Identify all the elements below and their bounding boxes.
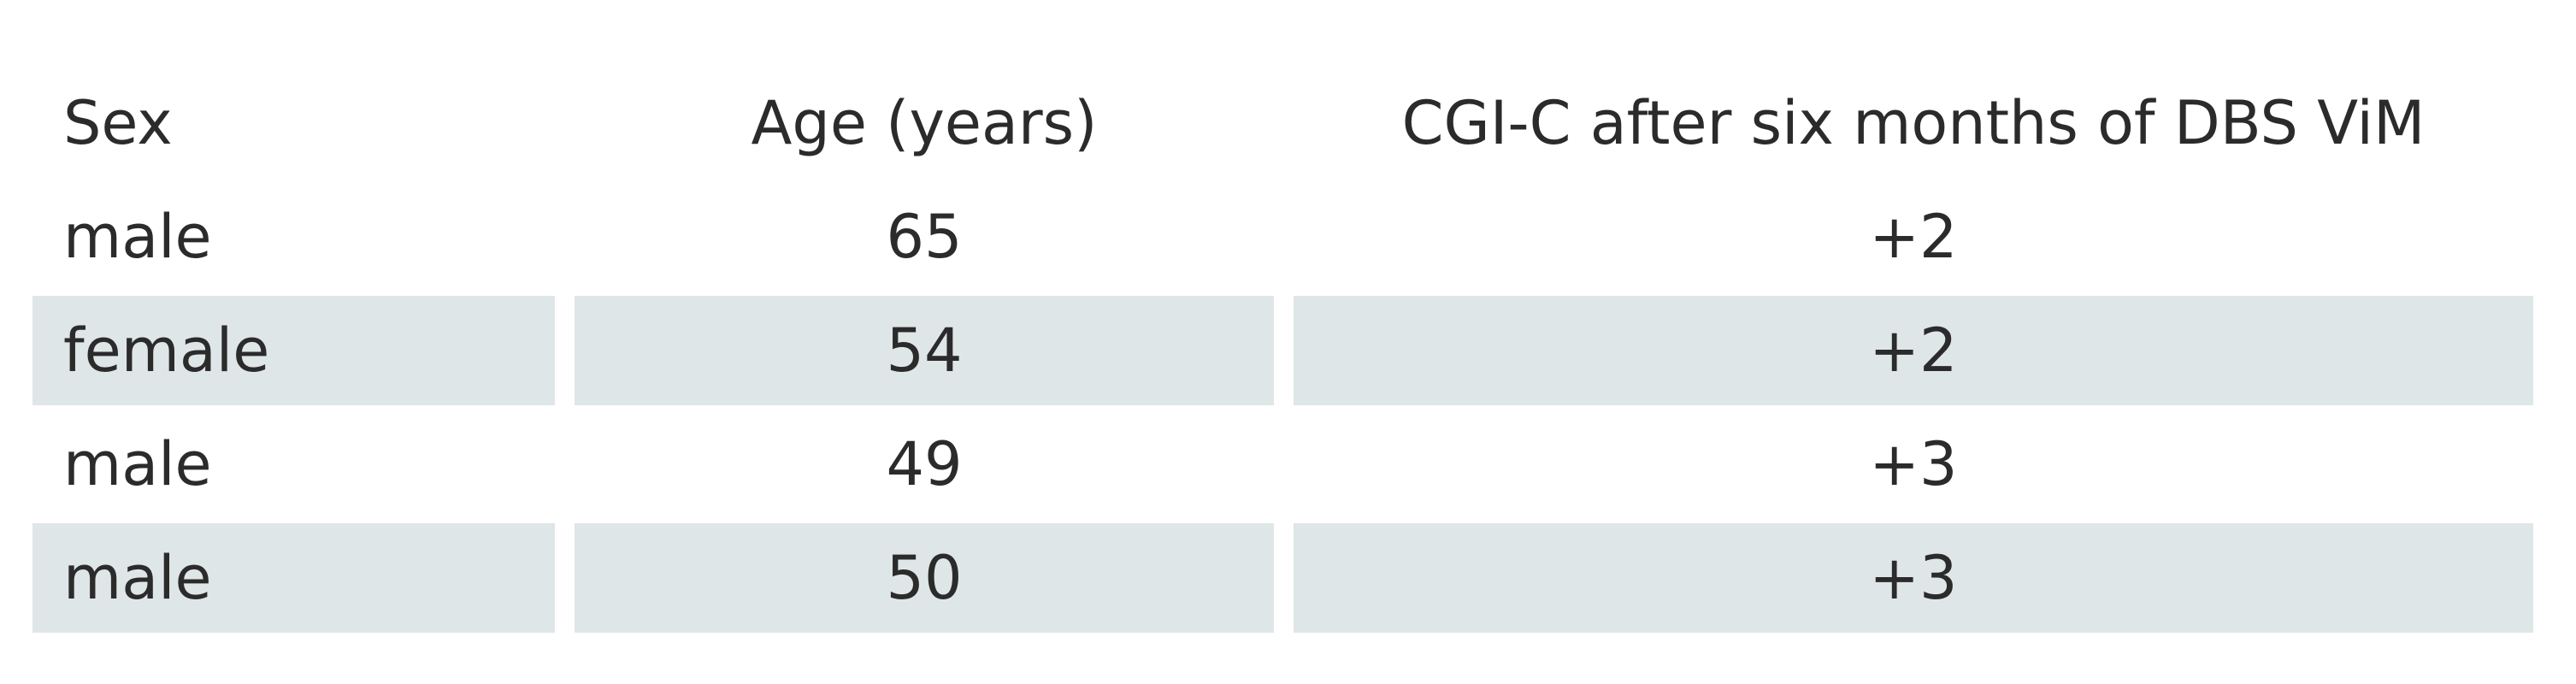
- table-cell: 54: [575, 296, 1274, 405]
- header-cell: Sex: [63, 88, 173, 158]
- header-cell: CGI-C after six months of DBS ViM: [1401, 88, 2426, 158]
- table-cell: +3: [1294, 523, 2533, 633]
- table-cell: male: [63, 202, 212, 272]
- table-cell: 65: [886, 202, 963, 272]
- header-cell: Age (years): [751, 88, 1098, 158]
- table-cell: +3: [1869, 429, 1958, 499]
- table-cell: 50: [575, 523, 1274, 633]
- table-cell: +2: [1294, 296, 2533, 405]
- table-cell: female: [32, 296, 555, 405]
- table-cell: +2: [1869, 202, 1958, 272]
- table-cell: male: [63, 429, 212, 499]
- table-cell: 49: [886, 429, 963, 499]
- table-cell: male: [32, 523, 555, 633]
